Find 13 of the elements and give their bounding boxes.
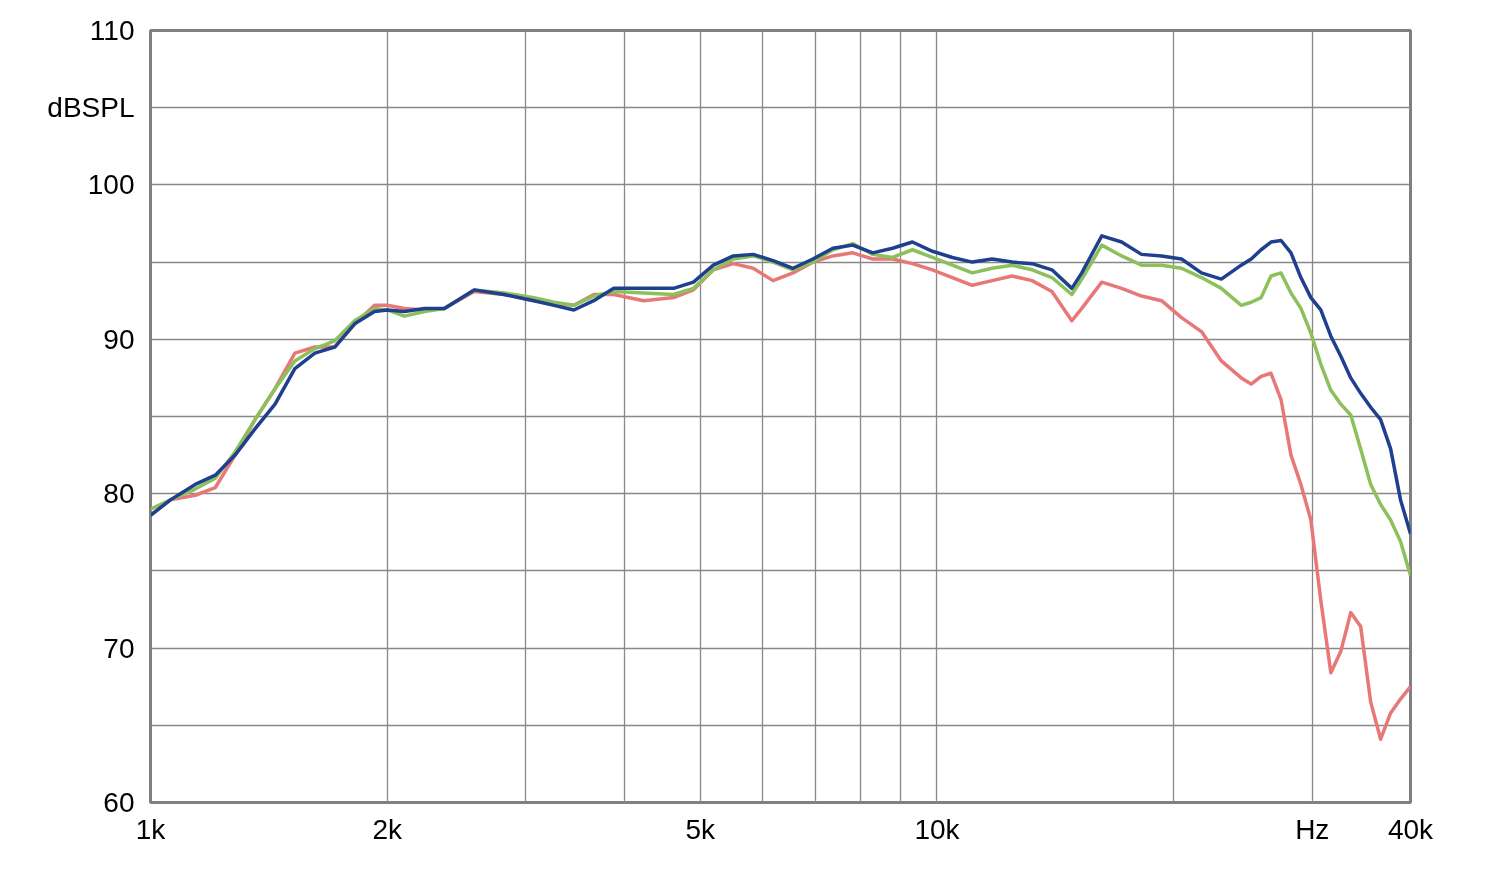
- y-tick-label: 70: [103, 632, 135, 664]
- x-tick-label: 5k: [685, 813, 717, 845]
- y-tick-label: dBSPL: [47, 92, 135, 124]
- y-tick-label: 60: [103, 787, 135, 818]
- y-tick-label: 90: [103, 323, 135, 355]
- x-tick-label: 40k: [1387, 813, 1435, 845]
- x-tick-label: Hz: [1295, 813, 1330, 845]
- x-tick-label: 10k: [914, 813, 961, 845]
- y-tick-label: 100: [87, 169, 135, 201]
- x-tick-label: 1k: [135, 813, 167, 845]
- y-tick-label: 80: [103, 478, 135, 510]
- y-tick-label: 110: [89, 15, 135, 46]
- x-tick-label: 2k: [372, 813, 404, 845]
